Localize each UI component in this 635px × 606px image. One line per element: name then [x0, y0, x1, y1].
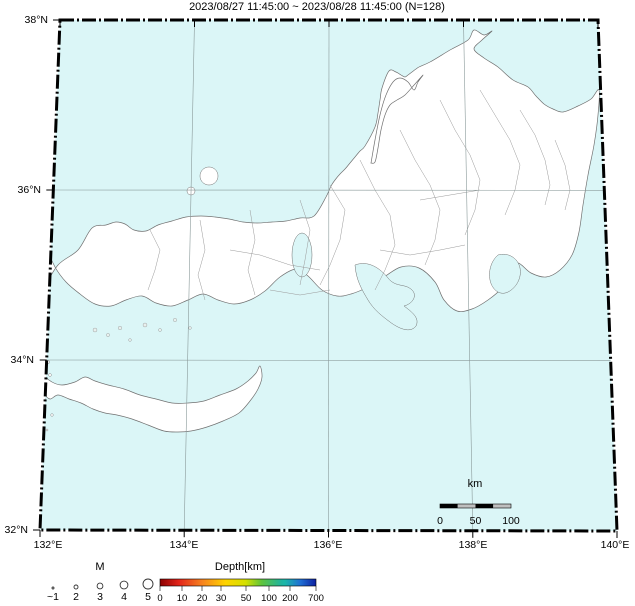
svg-text:38°N: 38°N	[25, 14, 48, 26]
svg-text:140°E: 140°E	[601, 539, 630, 551]
svg-text:2: 2	[73, 591, 79, 603]
svg-text:36°N: 36°N	[18, 184, 41, 196]
svg-text:132°E: 132°E	[34, 539, 63, 551]
svg-text:~1: ~1	[47, 591, 59, 603]
svg-text:M: M	[95, 561, 104, 573]
svg-text:50: 50	[241, 593, 252, 604]
svg-text:5: 5	[145, 591, 151, 603]
svg-text:10: 10	[177, 593, 188, 604]
svg-text:Depth[km]: Depth[km]	[215, 561, 265, 573]
svg-text:32°N: 32°N	[5, 524, 28, 536]
svg-text:34°N: 34°N	[11, 354, 34, 366]
svg-text:km: km	[468, 478, 483, 490]
svg-text:4: 4	[121, 591, 127, 603]
svg-text:138°E: 138°E	[459, 539, 488, 551]
svg-text:2023/08/27 11:45:00 ~ 2023/08/: 2023/08/27 11:45:00 ~ 2023/08/28 11:45:0…	[189, 1, 445, 13]
svg-text:100: 100	[261, 593, 277, 604]
svg-text:20: 20	[197, 593, 208, 604]
svg-text:3: 3	[97, 591, 103, 603]
svg-text:100: 100	[502, 515, 520, 527]
svg-text:30: 30	[216, 593, 227, 604]
svg-text:50: 50	[470, 515, 482, 527]
svg-text:0: 0	[157, 593, 162, 604]
svg-text:136°E: 136°E	[314, 539, 343, 551]
svg-text:700: 700	[308, 593, 324, 604]
svg-text:200: 200	[282, 593, 298, 604]
svg-text:134°E: 134°E	[170, 539, 199, 551]
svg-text:0: 0	[437, 515, 443, 527]
